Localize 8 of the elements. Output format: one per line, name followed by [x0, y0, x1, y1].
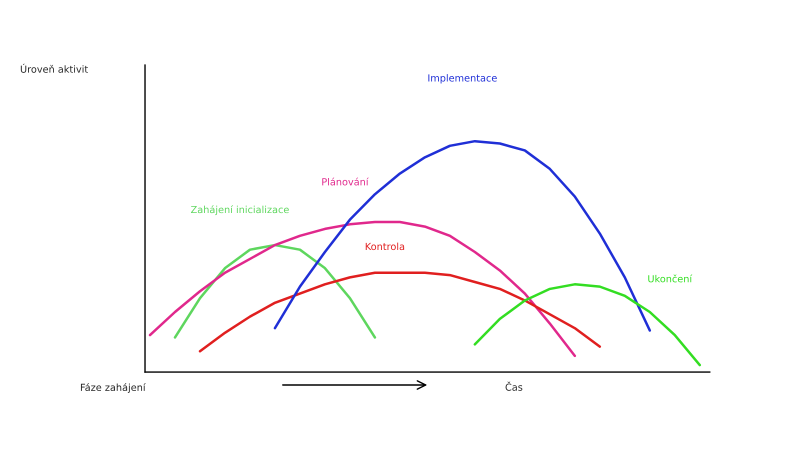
text: Plánování: [322, 178, 369, 186]
text: Zahájení inicializace: [191, 205, 289, 216]
text: Implementace: [428, 74, 497, 84]
text: Ukončení: [648, 274, 692, 282]
text: Čas: [506, 382, 522, 391]
text: Kontrola: [366, 242, 404, 250]
text: Úroveň aktivit: [20, 64, 88, 73]
text: Fáze zahájení: [80, 383, 146, 393]
